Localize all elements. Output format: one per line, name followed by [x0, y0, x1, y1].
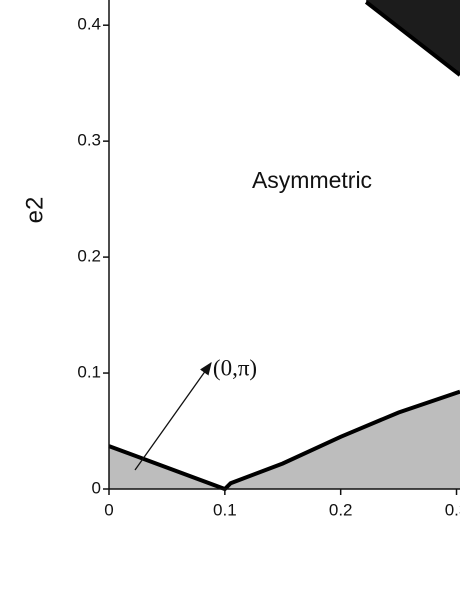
- annotation-arrow: [134, 361, 212, 471]
- x-tick-label: 0.3: [445, 500, 460, 519]
- y-tick-label: 0.1: [77, 363, 101, 382]
- boundary-line: [364, 0, 460, 77]
- y-tick-label: 0: [92, 478, 101, 497]
- plot-area: [108, 0, 460, 492]
- x-tick-label: 0: [104, 500, 113, 519]
- y-tick-label: 0.4: [77, 15, 101, 34]
- x-tick-label: 0.1: [213, 500, 237, 519]
- y-tick-label: 0.2: [77, 247, 101, 266]
- y-tick-label: 0.3: [77, 131, 101, 150]
- y-axis-label: e2: [21, 197, 48, 224]
- region: [109, 391, 460, 489]
- x-tick-label: 0.2: [329, 500, 353, 519]
- region-label: Asymmetric: [252, 167, 372, 193]
- annotation: (0,π): [213, 355, 257, 380]
